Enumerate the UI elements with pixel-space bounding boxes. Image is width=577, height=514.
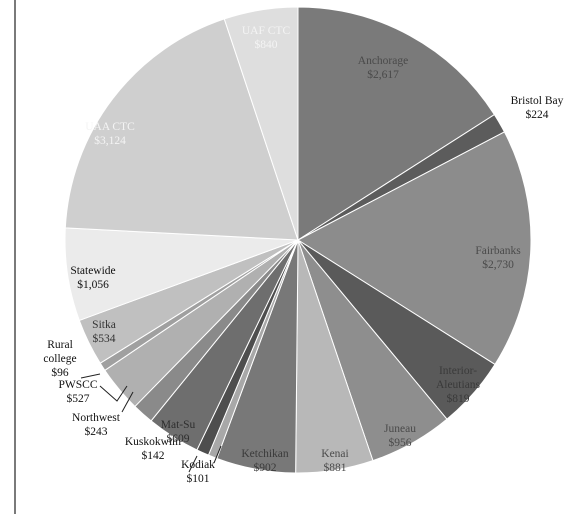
slice-label-uaa-ctc: UAA CTC $3,124 xyxy=(85,121,135,147)
leader-line-kuskokwim xyxy=(188,455,198,473)
slice-label-sitka: Sitka $534 xyxy=(92,319,116,345)
slice-label-fairbanks: Fairbanks $2,730 xyxy=(475,245,521,271)
slice-label-rural-college: Rural college $96 xyxy=(43,339,76,379)
slice-label-kuskokwim: Kuskokwim $142 xyxy=(125,436,181,462)
leader-line-kodiak xyxy=(213,445,222,464)
slice-label-northwest: Northwest $243 xyxy=(72,412,121,438)
slice-label-juneau: Juneau $956 xyxy=(384,423,416,449)
pie-slice-uaf-ctc xyxy=(223,6,299,241)
slice-label-kodiak: Kodiak $101 xyxy=(181,459,215,485)
slice-label-uaf-ctc: UAF CTC $840 xyxy=(242,25,291,51)
leader-lines xyxy=(80,373,222,473)
slice-label-bristol-bay: Bristol Bay $224 xyxy=(511,95,564,121)
leader-line-pwscc xyxy=(99,385,128,402)
leader-line-northwest xyxy=(121,391,134,413)
pie-slices xyxy=(64,6,532,474)
slice-label-kenai: Kenai $881 xyxy=(321,448,348,474)
slice-label-mat-su: Mat-Su $609 xyxy=(161,419,196,445)
pie-slice-fairbanks xyxy=(296,131,532,366)
leader-line-rural-college xyxy=(80,373,101,379)
pie-slice-uaa-ctc xyxy=(64,18,299,241)
slice-label-pwscc: PWSCC $527 xyxy=(59,379,98,405)
slice-labels: Anchorage $2,617 Bristol Bay $224 Fairbanks $… xyxy=(43,25,563,485)
slice-label-anchorage: Anchorage $2,617 xyxy=(358,55,408,81)
slice-label-statewide: Statewide $1,056 xyxy=(70,265,115,291)
slice-label-interior-aleutians: Interior-Aleutians $819 xyxy=(436,365,481,405)
pie-slice-anchorage xyxy=(297,6,496,241)
slice-label-ketchikan: Ketchikan $902 xyxy=(241,448,289,474)
